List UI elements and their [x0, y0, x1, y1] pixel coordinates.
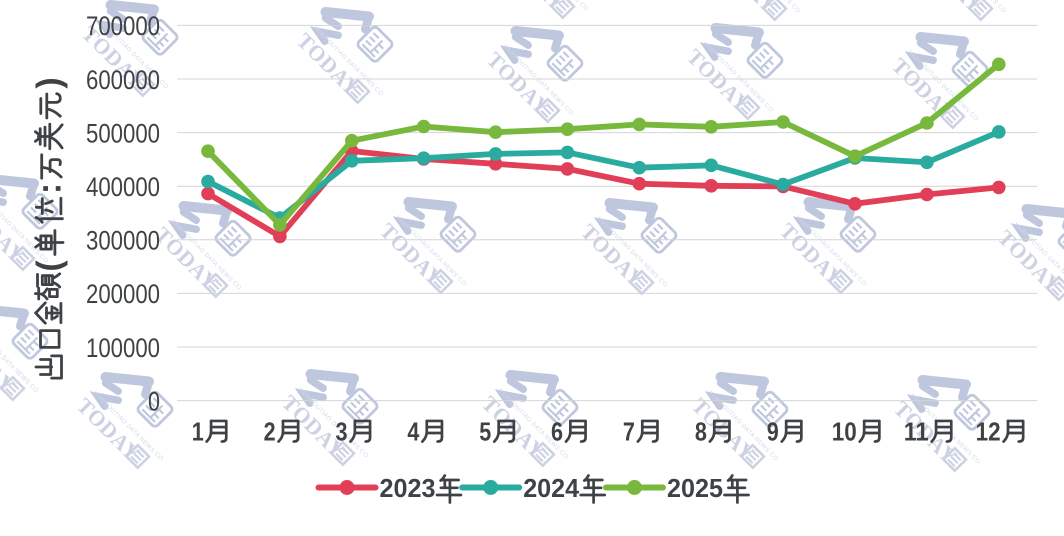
svg-text:8: 8	[695, 419, 707, 447]
svg-text::: :	[31, 183, 69, 194]
svg-text:500000: 500000	[86, 118, 160, 148]
svg-text:400000: 400000	[86, 172, 160, 202]
svg-text:4: 4	[407, 419, 420, 447]
svg-text:2023: 2023	[380, 475, 436, 503]
svg-text:): )	[31, 77, 69, 88]
svg-text:2025: 2025	[667, 475, 723, 503]
svg-text:200000: 200000	[86, 279, 160, 309]
svg-text:10: 10	[832, 419, 857, 447]
svg-text:5: 5	[479, 419, 491, 447]
svg-text:12: 12	[976, 419, 1001, 447]
svg-text:3: 3	[336, 419, 348, 447]
svg-text:0: 0	[148, 386, 160, 416]
svg-text:6: 6	[551, 419, 563, 447]
svg-text:700000: 700000	[86, 11, 160, 41]
svg-text:600000: 600000	[86, 65, 160, 95]
svg-text:1: 1	[192, 419, 204, 447]
svg-text:2024: 2024	[523, 475, 580, 503]
svg-text:11: 11	[904, 419, 929, 447]
svg-text:(: (	[31, 260, 69, 272]
svg-text:2: 2	[264, 419, 276, 447]
svg-text:100000: 100000	[86, 333, 160, 363]
svg-text:7: 7	[623, 419, 635, 447]
svg-text:300000: 300000	[86, 226, 160, 256]
svg-text:9: 9	[767, 419, 779, 447]
